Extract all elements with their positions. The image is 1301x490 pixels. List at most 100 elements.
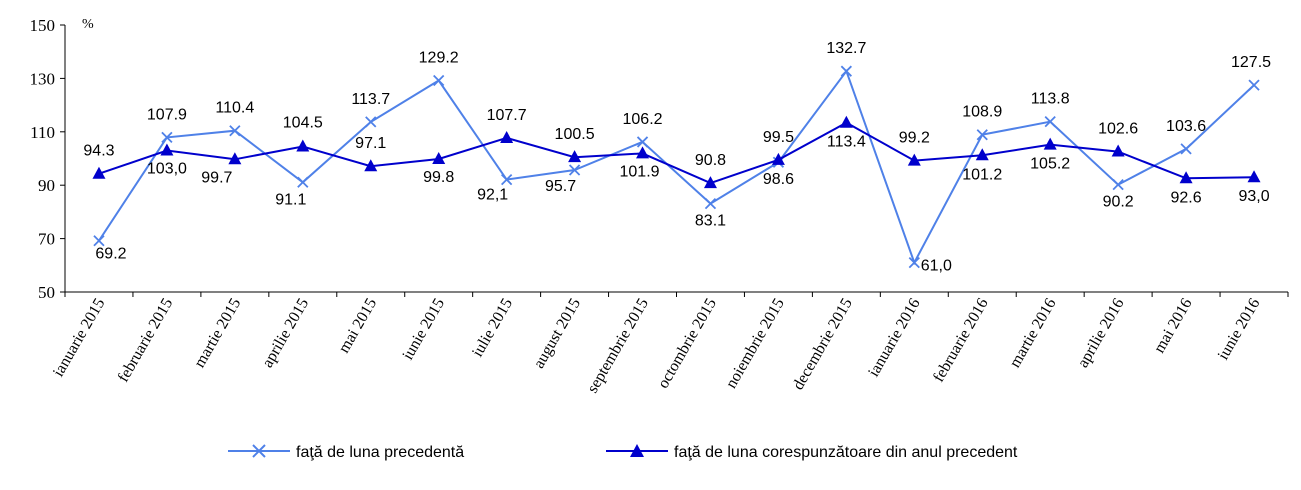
data-label: 127.5 — [1231, 54, 1271, 71]
data-label: 105.2 — [1030, 156, 1070, 173]
series-1-point — [161, 131, 173, 144]
data-label: 90.8 — [695, 152, 726, 169]
data-label: 101.9 — [620, 163, 660, 180]
series-1-point — [704, 197, 717, 210]
data-label: 99.2 — [899, 130, 930, 147]
data-label: 95.7 — [545, 178, 576, 195]
series-1-point — [568, 164, 581, 176]
data-labels: 69.2 107.9 110.4 91.1 113.7 129.2 92,1 95.7 106.… — [83, 40, 1271, 274]
data-label: 97.1 — [355, 135, 386, 152]
series-2-point — [500, 130, 514, 143]
series-1-point — [1044, 116, 1056, 128]
x-tick-label: august 2015 — [530, 296, 584, 372]
series-2-point — [771, 152, 785, 165]
data-label: 110.4 — [215, 100, 254, 117]
x-tick-label: februarie 2016 — [930, 296, 992, 386]
data-label: 103.6 — [1166, 118, 1206, 135]
series-1-point — [1248, 79, 1260, 91]
x-tick-label: iulie 2015 — [469, 296, 516, 360]
data-label: 92.6 — [1171, 189, 1202, 206]
x-tick-label: ianuarie 2015 — [50, 296, 108, 380]
data-label: 132.7 — [826, 40, 866, 57]
legend-item-series-2: faţă de luna corespunzătoare din anul pr… — [606, 444, 1018, 461]
series-1-point — [636, 136, 649, 148]
series-2-point — [432, 152, 446, 165]
series-2-point — [296, 139, 310, 152]
y-ticks: 50 70 90 110 130 150 — [30, 16, 65, 302]
x-tick-label: iunie 2015 — [399, 296, 448, 363]
data-label: 107.7 — [487, 107, 527, 124]
legend-label-series-2: faţă de luna corespunzătoare din anul pr… — [674, 444, 1018, 461]
x-tick-label: iunie 2016 — [1215, 296, 1264, 363]
y-tick-label: 130 — [30, 69, 56, 88]
data-label: 129.2 — [419, 50, 459, 67]
data-label: 102.6 — [1098, 121, 1138, 138]
series-2-point — [1247, 170, 1261, 183]
data-label: 99.5 — [763, 129, 794, 146]
series-1-point — [229, 125, 241, 137]
series-1-point — [433, 74, 445, 87]
x-tick-label: ianuarie 2016 — [865, 296, 923, 380]
x-tick-label: octombrie 2015 — [655, 296, 720, 392]
x-ticks: ianuarie 2015 februarie 2015 martie 2015 ap… — [50, 292, 1289, 396]
x-tick-label: martie 2016 — [1006, 296, 1059, 371]
series-1-point — [365, 116, 377, 128]
data-label: 101.2 — [962, 166, 1002, 183]
x-tick-label: mai 2015 — [335, 296, 380, 356]
x-tick-label: aprilie 2015 — [259, 296, 312, 371]
series-1-point — [840, 65, 852, 77]
series-2-point — [1179, 171, 1193, 184]
series-1-point — [1180, 143, 1192, 155]
legend-item-series-1: faţă de luna precedentă — [228, 444, 464, 461]
series-2-point — [1111, 144, 1125, 157]
x-tick-label: septembrie 2015 — [584, 296, 652, 396]
x-tick-label: decembrie 2015 — [790, 296, 856, 393]
series-2-point — [907, 153, 921, 166]
data-label: 99.8 — [423, 169, 454, 186]
y-tick-label: 90 — [38, 176, 55, 195]
data-label: 61,0 — [921, 258, 952, 275]
series-2-point — [839, 115, 853, 128]
data-label: 113.8 — [1031, 91, 1070, 108]
series-2-point — [160, 143, 174, 156]
data-label: 83.1 — [695, 213, 726, 230]
series-2-point — [364, 159, 378, 172]
series-1-point — [908, 256, 920, 269]
data-label: 99.7 — [201, 169, 232, 186]
series-2-point — [703, 176, 717, 189]
data-label: 107.9 — [147, 106, 187, 123]
series-1-point — [93, 235, 105, 247]
data-label: 108.9 — [962, 104, 1002, 121]
series-2-point — [975, 148, 989, 161]
x-tick-label: noiembrie 2015 — [723, 296, 788, 392]
data-label: 93,0 — [1238, 188, 1269, 205]
y-tick-label: 70 — [38, 230, 55, 249]
series-layer — [92, 65, 1261, 269]
y-tick-label: 150 — [30, 16, 56, 35]
legend-marker-triangle — [630, 444, 644, 457]
series-2-point — [568, 150, 582, 163]
data-label: 100.5 — [555, 126, 595, 143]
series-1-point — [501, 173, 513, 186]
data-label: 103,0 — [147, 160, 187, 177]
data-label: 90.2 — [1103, 194, 1134, 211]
x-tick-label: februarie 2015 — [115, 296, 177, 386]
y-unit-label: % — [82, 17, 94, 32]
data-label: 113.7 — [351, 91, 390, 108]
legend: faţă de luna precedentă faţă de luna cor… — [228, 444, 1018, 461]
data-label: 104.5 — [283, 114, 323, 131]
x-tick-label: mai 2016 — [1151, 296, 1196, 356]
data-label: 69.2 — [95, 246, 126, 263]
series-1-point — [976, 129, 988, 141]
series-2-point — [636, 146, 650, 159]
x-tick-label: martie 2015 — [191, 296, 244, 371]
data-label: 106.2 — [623, 111, 663, 128]
series-2-point — [228, 152, 242, 165]
y-tick-label: 110 — [30, 123, 55, 142]
series-1-point — [297, 176, 309, 188]
series-2-line — [98, 121, 1255, 185]
x-tick-label: aprilie 2016 — [1074, 296, 1127, 371]
data-label: 94.3 — [83, 143, 114, 160]
